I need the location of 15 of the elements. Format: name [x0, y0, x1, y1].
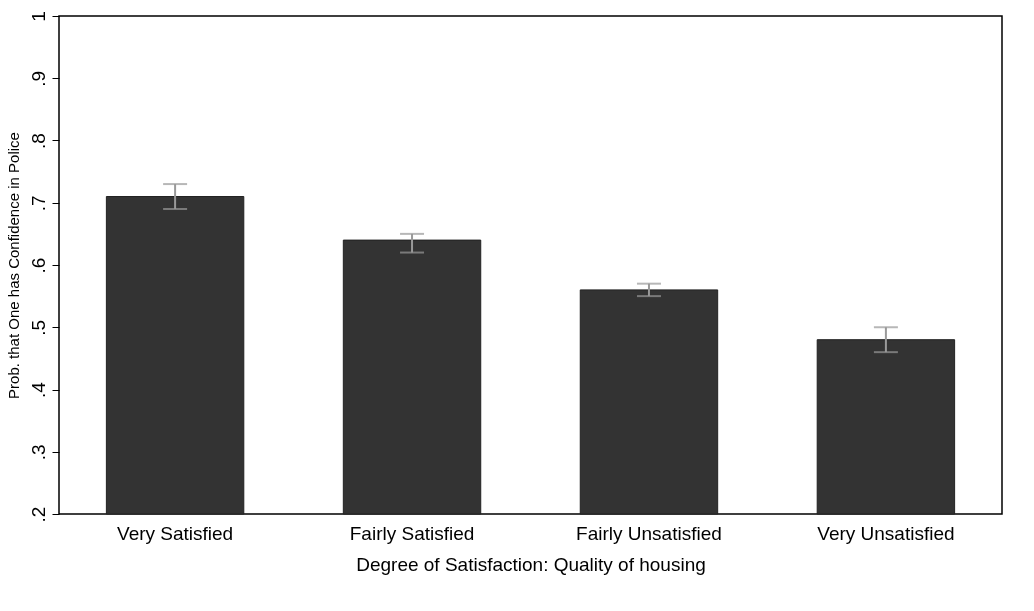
y-tick-label: .9 — [27, 70, 49, 87]
y-tick-label: .7 — [27, 195, 49, 212]
x-tick-label: Fairly Satisfied — [349, 522, 475, 544]
x-tick-label: Very Unsatisfied — [817, 522, 955, 544]
y-tick-label: .8 — [27, 133, 49, 149]
y-tick-label: .2 — [27, 506, 49, 523]
x-axis-title: Degree of Satisfaction: Quality of housing — [356, 553, 706, 575]
y-tick-label: .6 — [27, 257, 49, 274]
y-tick-label: .4 — [27, 381, 49, 398]
y-tick-label: .3 — [27, 444, 49, 461]
x-tick-label: Fairly Unsatisfied — [576, 522, 722, 544]
y-tick-label: .5 — [27, 319, 49, 336]
x-tick-label: Very Satisfied — [117, 522, 234, 544]
y-axis-title: Prob. that One has Confidence in Police — [4, 132, 22, 399]
y-tick-label: 1 — [27, 11, 49, 22]
